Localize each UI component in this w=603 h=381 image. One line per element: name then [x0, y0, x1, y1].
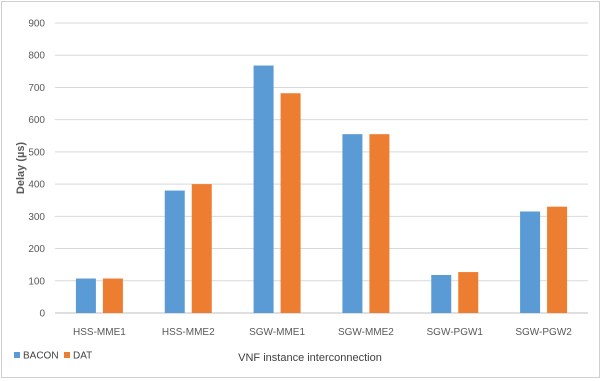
legend: BACON DAT: [14, 351, 92, 362]
y-tick-label: 200: [28, 244, 45, 255]
y-tick-label: 100: [28, 276, 45, 287]
x-category-label: SGW-MME2: [338, 327, 394, 338]
x-category-label: HSS-MME2: [162, 327, 215, 338]
y-tick-label: 700: [28, 83, 45, 94]
x-category-label: HSS-MME1: [73, 327, 126, 338]
bar-bacon-sgw-mme2: [342, 134, 363, 313]
bar-dat-sgw-pgw2: [547, 206, 568, 313]
bar-dat-sgw-mme1: [280, 93, 301, 313]
legend-label-dat: DAT: [73, 351, 92, 362]
y-tick-label: 500: [28, 147, 45, 158]
bar-bacon-hss-mme1: [75, 278, 96, 313]
y-tick-label: 400: [28, 180, 45, 191]
bar-dat-hss-mme2: [191, 184, 212, 313]
bar-dat-sgw-pgw1: [458, 272, 479, 313]
y-axis-title: Delay (µs): [15, 142, 27, 195]
y-tick-labels: 0 100 200 300 400 500 600 700 800 900: [28, 19, 45, 320]
bar-bacon-hss-mme2: [164, 190, 185, 313]
y-tick-label: 800: [28, 51, 45, 62]
legend-swatch-bacon: [14, 352, 20, 358]
y-tick-label: 900: [28, 19, 45, 30]
x-category-label: SGW-MME1: [249, 327, 305, 338]
y-tick-label: 300: [28, 212, 45, 223]
gridlines: [55, 22, 588, 314]
bar-bacon-sgw-pgw2: [520, 211, 541, 313]
x-category-label: SGW-PGW2: [515, 327, 572, 338]
x-category-label: SGW-PGW1: [427, 327, 484, 338]
bar-dat-hss-mme1: [102, 278, 123, 313]
bar-bacon-sgw-mme1: [253, 65, 274, 314]
legend-label-bacon: BACON: [23, 351, 59, 362]
legend-swatch-dat: [64, 352, 70, 358]
y-tick-label: 600: [28, 115, 45, 126]
bar-bacon-sgw-pgw1: [431, 274, 452, 313]
x-axis-title: VNF instance interconnection: [238, 352, 382, 364]
bar-dat-sgw-mme2: [369, 134, 390, 313]
bars: [75, 65, 568, 314]
x-category-labels: HSS-MME1 HSS-MME2 SGW-MME1 SGW-MME2 SGW-PGW1…: [73, 327, 572, 338]
y-tick-label: 0: [39, 309, 45, 320]
